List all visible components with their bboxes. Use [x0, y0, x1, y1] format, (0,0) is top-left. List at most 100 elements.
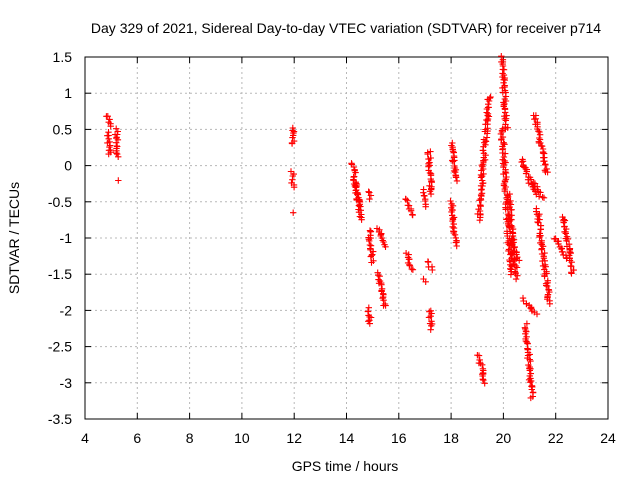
data-point — [482, 121, 489, 128]
data-point — [404, 202, 412, 209]
data-point — [406, 256, 413, 263]
data-point — [484, 110, 492, 117]
data-point — [407, 207, 415, 214]
data-point — [355, 202, 363, 209]
data-point — [481, 380, 488, 387]
data-point — [422, 278, 429, 285]
data-point — [106, 116, 113, 123]
data-point — [567, 262, 574, 270]
data-point — [382, 302, 389, 309]
data-point — [498, 53, 505, 60]
data-point — [486, 94, 494, 102]
data-point — [535, 212, 542, 220]
data-point — [542, 161, 549, 169]
data-point — [358, 216, 365, 223]
data-point — [523, 320, 531, 327]
data-point — [480, 376, 487, 384]
data-point — [115, 153, 122, 160]
data-point — [501, 76, 508, 84]
data-point — [485, 113, 493, 120]
y-tick-label: -3 — [60, 375, 73, 391]
data-point — [522, 170, 530, 177]
data-point — [367, 192, 375, 199]
data-point — [500, 153, 508, 161]
data-point — [449, 157, 456, 164]
data-point — [509, 236, 516, 243]
data-point — [533, 310, 541, 318]
data-point — [507, 265, 514, 272]
data-point — [114, 128, 121, 135]
data-point — [366, 189, 373, 196]
x-tick-label: 18 — [443, 430, 459, 446]
data-point — [536, 128, 543, 136]
data-point — [538, 246, 545, 253]
data-point — [352, 169, 359, 176]
data-point — [453, 242, 460, 250]
data-point — [425, 314, 433, 321]
x-tick-label: 14 — [339, 430, 355, 446]
data-point — [427, 326, 434, 333]
data-point — [289, 176, 296, 183]
data-point — [540, 194, 548, 201]
data-point — [559, 248, 566, 255]
data-point — [487, 93, 494, 101]
data-point — [447, 197, 454, 205]
data-point — [366, 237, 373, 245]
data-point — [448, 208, 455, 216]
data-point — [353, 186, 360, 194]
data-point — [506, 217, 514, 225]
data-point — [501, 188, 508, 195]
data-point — [107, 123, 114, 130]
data-point — [453, 177, 461, 185]
data-point — [531, 116, 538, 123]
x-tick-label: 6 — [133, 430, 141, 446]
data-point — [378, 281, 385, 288]
data-point — [479, 361, 486, 368]
data-point — [537, 139, 544, 147]
y-tick-label: -1 — [60, 230, 73, 246]
x-tick-label: 22 — [548, 430, 564, 446]
data-point — [105, 135, 112, 142]
data-point — [477, 201, 484, 209]
data-point — [449, 158, 457, 165]
data-point — [526, 367, 533, 374]
data-point — [542, 168, 549, 176]
data-point — [368, 252, 375, 259]
data-point — [350, 176, 357, 183]
data-point — [560, 219, 567, 226]
y-tick-label: -3.5 — [48, 411, 72, 427]
chart-title: Day 329 of 2021, Sidereal Day-to-day VTE… — [91, 20, 601, 36]
data-point — [541, 249, 548, 257]
data-point — [538, 143, 546, 150]
data-point — [381, 300, 389, 308]
data-point — [422, 203, 429, 210]
data-point — [477, 202, 484, 210]
data-point — [409, 211, 416, 219]
data-point — [535, 128, 542, 135]
data-point — [113, 139, 120, 146]
data-point — [408, 265, 415, 273]
y-axis-title: SDTVAR / TECUs — [6, 182, 22, 294]
data-point — [485, 97, 493, 105]
data-point — [527, 357, 534, 365]
data-point — [450, 167, 458, 175]
data-point — [480, 150, 488, 157]
y-tick-label: -2 — [60, 302, 73, 318]
data-point — [502, 150, 509, 157]
x-tick-label: 16 — [391, 430, 407, 446]
data-point — [500, 79, 507, 86]
data-point — [541, 273, 548, 280]
data-point — [350, 163, 358, 171]
data-point — [504, 193, 512, 200]
data-point — [500, 170, 507, 178]
data-point — [421, 192, 428, 200]
data-point — [356, 198, 364, 206]
data-point — [113, 149, 120, 157]
data-point — [555, 240, 562, 248]
data-point — [546, 300, 553, 307]
data-point — [365, 304, 372, 311]
data-point — [508, 222, 515, 229]
data-point — [535, 193, 543, 200]
data-point — [406, 261, 413, 268]
data-point — [530, 112, 537, 119]
